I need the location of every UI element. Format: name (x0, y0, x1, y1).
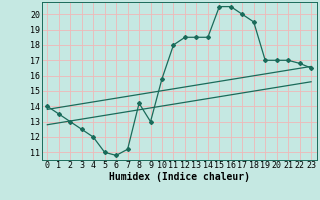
X-axis label: Humidex (Indice chaleur): Humidex (Indice chaleur) (109, 172, 250, 182)
